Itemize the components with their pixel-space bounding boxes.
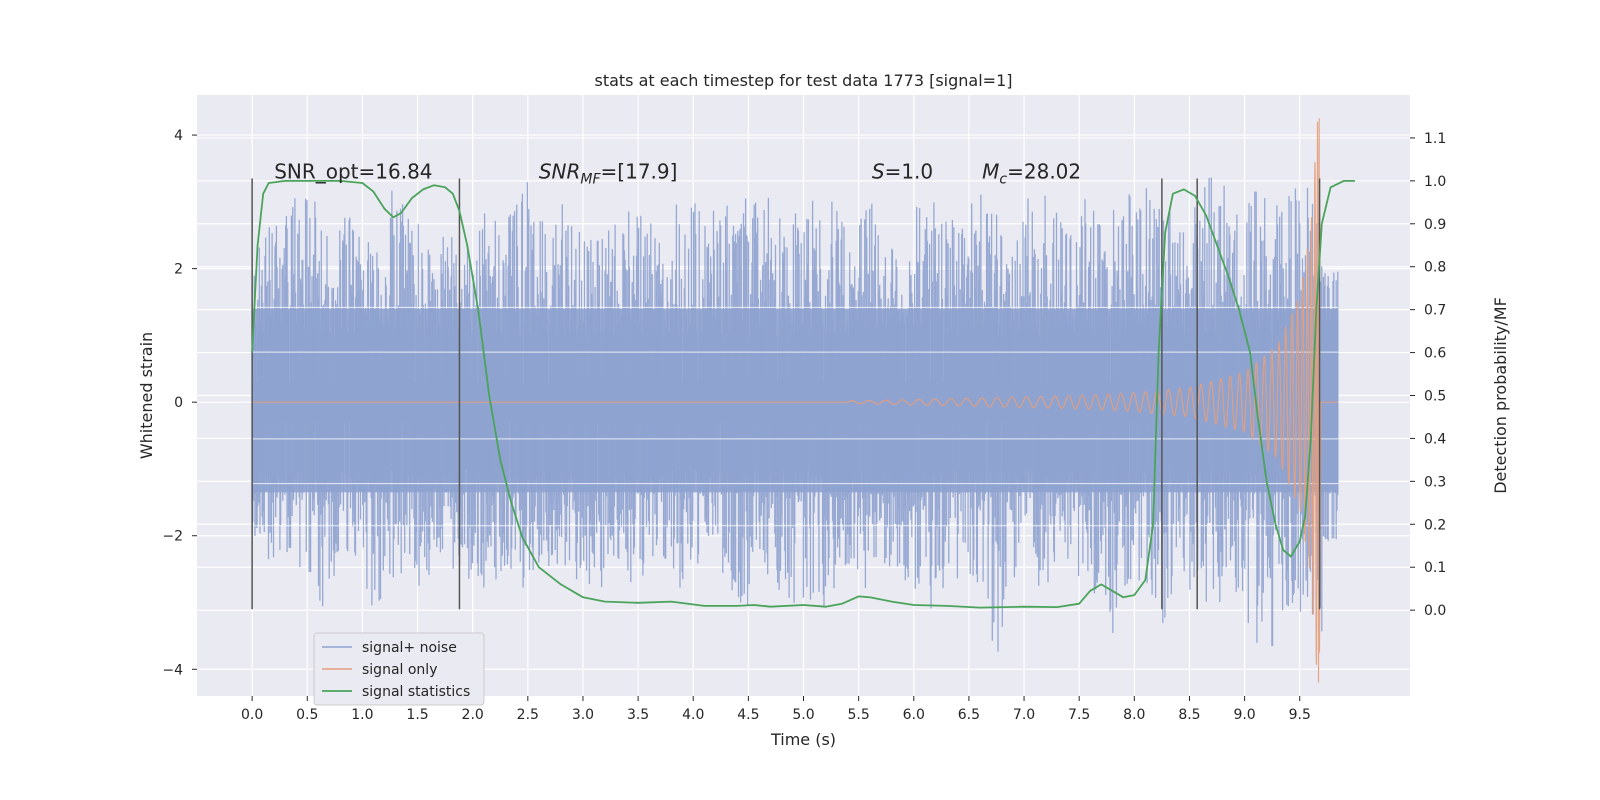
annotation-symbol: SNR xyxy=(539,159,581,183)
y-right-tick-label: 0.6 xyxy=(1424,346,1446,362)
y-right-tick-label: 0.7 xyxy=(1424,303,1446,319)
y-right-tick-label: 0.2 xyxy=(1424,517,1446,533)
x-tick-label: 1.5 xyxy=(406,707,428,723)
x-tick-label: 6.5 xyxy=(958,707,980,723)
annotation-text: SNRMF=[17.9] xyxy=(539,159,678,187)
y-tick-label: 2 xyxy=(174,262,183,278)
x-tick-label: 5.5 xyxy=(848,707,870,723)
legend: signal+ noise signal only signal statist… xyxy=(313,632,485,706)
y-right-tick-label: 0.5 xyxy=(1424,389,1446,405)
legend-frame xyxy=(313,632,485,706)
x-tick-label: 0.5 xyxy=(296,707,318,723)
x-tick-label: 9.5 xyxy=(1289,707,1311,723)
y-right-tick-label: 0.0 xyxy=(1424,603,1446,619)
y-right-tick-label: 1.1 xyxy=(1424,131,1446,147)
y-tick-label: −4 xyxy=(162,662,183,678)
annotation-value: =[17.9] xyxy=(601,159,678,183)
y-right-tick-label: 0.9 xyxy=(1424,217,1446,233)
x-tick-label: 3.5 xyxy=(627,707,649,723)
statistics-trace xyxy=(251,180,1355,609)
annotation-subscript: MF xyxy=(580,171,601,187)
x-tick-label: 9.0 xyxy=(1233,707,1255,723)
x-tick-label: 5.0 xyxy=(792,707,814,723)
x-tick-label: 0.0 xyxy=(241,707,263,723)
y-axis-label-right: Detection probability/MF xyxy=(1491,297,1510,494)
tick-labels: 0.0 0.5 1.0 1.5 2.0 2.5 3.0 3.5 4.0 4.5 5.0 5.5 6.0 6… xyxy=(162,128,1446,723)
annotation-symbol: S xyxy=(872,159,885,183)
series-signal-only xyxy=(252,118,1339,683)
x-tick-label: 7.5 xyxy=(1068,707,1090,723)
x-tick-label: 1.0 xyxy=(351,707,373,723)
y-right-tick-label: 0.4 xyxy=(1424,431,1446,447)
legend-label-signal-statistics: signal statistics xyxy=(362,684,470,700)
x-tick-label: 8.0 xyxy=(1123,707,1145,723)
x-axis-label: Time (s) xyxy=(770,730,836,749)
annotations: SNR_opt=16.84 SNRMF=[17.9] S=1.0 Mc=28.02 xyxy=(274,159,1081,187)
annotation-text: S=1.0 xyxy=(872,159,933,183)
y-right-tick-label: 0.3 xyxy=(1424,474,1446,490)
x-tick-label: 3.0 xyxy=(572,707,594,723)
x-tick-label: 8.5 xyxy=(1178,707,1200,723)
annotation-subscript: c xyxy=(999,171,1007,187)
y-tick-label: 4 xyxy=(174,128,183,144)
y-right-tick-label: 0.1 xyxy=(1424,560,1446,576)
noise-dense-band xyxy=(252,308,1339,493)
x-tick-label: 2.0 xyxy=(462,707,484,723)
x-tick-label: 4.0 xyxy=(682,707,704,723)
y-right-tick-label: 1.0 xyxy=(1424,174,1446,190)
y-tick-label: 0 xyxy=(174,395,183,411)
y-right-tick-label: 0.8 xyxy=(1424,260,1446,276)
chart-title: stats at each timestep for test data 177… xyxy=(594,71,1012,90)
legend-label-signal-only: signal only xyxy=(362,662,437,678)
signal-trace xyxy=(252,118,1339,683)
series-signal-statistics xyxy=(251,180,1355,609)
annotation-value: =1.0 xyxy=(885,159,934,183)
x-tick-label: 2.5 xyxy=(517,707,539,723)
x-tick-label: 7.0 xyxy=(1013,707,1035,723)
annotation-text: Mc=28.02 xyxy=(982,159,1081,187)
y-tick-label: −2 xyxy=(162,529,183,545)
annotation-symbol: M xyxy=(982,159,999,183)
x-tick-label: 6.0 xyxy=(903,707,925,723)
legend-label-signal-noise: signal+ noise xyxy=(362,640,457,656)
y-axis-label-left: Whitened strain xyxy=(137,332,156,459)
annotation-text: SNR_opt=16.84 xyxy=(274,159,432,183)
x-tick-label: 4.5 xyxy=(737,707,759,723)
annotation-value: =28.02 xyxy=(1007,159,1081,183)
